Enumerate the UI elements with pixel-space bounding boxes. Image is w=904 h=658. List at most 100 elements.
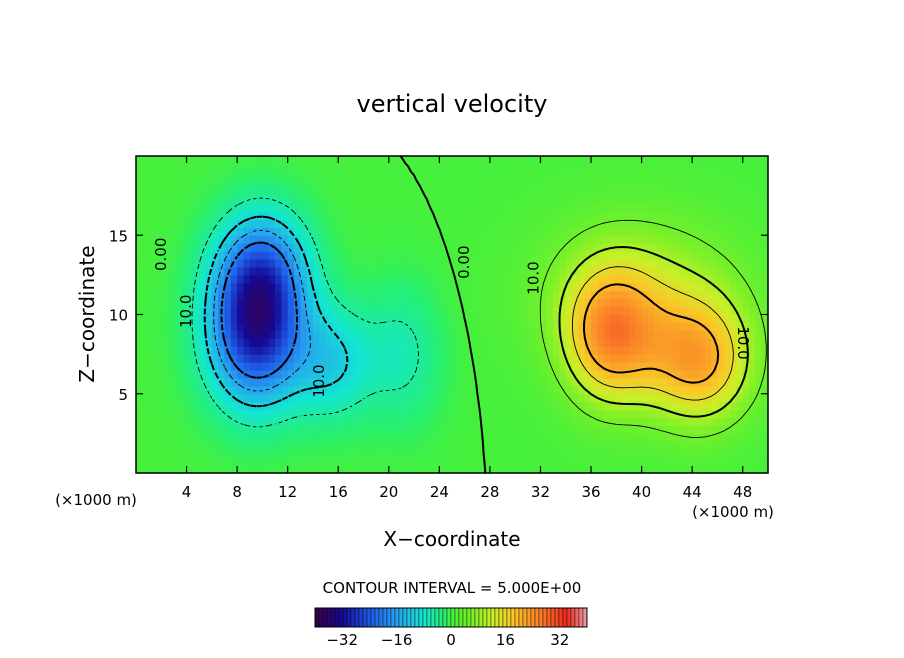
heatmap-cell [230,306,238,316]
heatmap-cell [180,457,188,466]
heatmap-cell [382,465,390,474]
heatmap-cell [369,441,377,450]
heatmap-cell [142,401,150,411]
heatmap-cell [439,266,447,276]
heatmap-cell [521,385,529,395]
heatmap-cell [597,211,605,220]
heatmap-cell [641,457,649,466]
heatmap-cell [755,227,763,236]
heatmap-cell [344,306,352,316]
heatmap-cell [717,298,725,308]
heatmap-cell [622,290,630,300]
heatmap-cell [553,306,561,316]
heatmap-cell [294,156,301,165]
heatmap-cell [294,425,301,434]
colorbar-swatch [478,607,484,628]
contour-line [191,197,419,428]
heatmap-cell [224,369,232,379]
heatmap-cell [515,433,523,442]
heatmap-cell [553,163,561,173]
heatmap-cell [597,298,605,308]
heatmap-cell [464,179,472,189]
heatmap-cell [388,171,396,181]
heatmap-cell [572,195,579,205]
y-tick-label: 5 [118,386,128,404]
heatmap-cell [477,298,485,308]
heatmap-cell [692,298,700,308]
heatmap-cell [597,393,605,403]
heatmap-cell [331,195,339,205]
heatmap-cell [262,266,270,276]
heatmap-cell [736,274,744,284]
heatmap-cell [534,354,542,363]
heatmap-cell [736,354,744,363]
heatmap-cell [477,385,485,395]
heatmap-cell [470,417,478,427]
heatmap-cell [148,314,156,324]
heatmap-cell [414,163,421,173]
heatmap-cell [192,211,200,220]
heatmap-cell [761,235,769,244]
heatmap-cell [470,433,478,442]
heatmap-cell [685,346,693,355]
heatmap-cell [508,338,516,347]
heatmap-cell [565,449,573,458]
heatmap-cell [527,156,535,165]
heatmap-cell [654,259,662,268]
heatmap-cell [180,346,188,355]
heatmap-cell [439,211,447,220]
heatmap-cell [249,290,257,300]
contour-line [583,283,720,384]
heatmap-cell [407,401,415,411]
heatmap-cell [281,362,289,371]
heatmap-cell [666,195,674,205]
heatmap-cell [268,163,276,173]
heatmap-cell [730,441,737,450]
heatmap-cell [300,179,308,189]
heatmap-cell [401,417,409,427]
heatmap-cell [161,306,169,316]
heatmap-cell [603,211,611,220]
heatmap-cell [673,290,681,300]
heatmap-cell [192,417,200,427]
heatmap-cell [749,195,756,205]
heatmap-cell [603,171,611,181]
heatmap-cell [679,259,687,268]
heatmap-cell [376,163,384,173]
heatmap-cell [230,259,238,268]
heatmap-cell [597,259,605,268]
heatmap-cell [730,259,737,268]
heatmap-cell [483,290,491,300]
heatmap-cell [470,163,478,173]
heatmap-cell [401,314,409,324]
heatmap-cell [647,322,655,331]
heatmap-cell [142,425,150,434]
heatmap-cell [692,219,700,228]
heatmap-cell [136,417,143,427]
heatmap-cell [470,385,478,395]
heatmap-cell [736,385,744,395]
heatmap-cell [382,354,390,363]
heatmap-cell [395,449,403,458]
heatmap-cell [527,282,535,292]
heatmap-cell [420,156,428,165]
heatmap-cell [344,203,352,213]
heatmap-cell [224,457,232,466]
heatmap-cell [502,290,510,300]
heatmap-cell [357,409,365,419]
heatmap-cell [610,195,617,205]
heatmap-cell [698,401,706,411]
heatmap-cell [736,259,744,268]
heatmap-cell [306,298,314,308]
heatmap-cell [565,235,573,244]
heatmap-cell [635,441,643,450]
heatmap-cell [275,417,282,427]
heatmap-cell [154,306,162,316]
heatmap-cell [464,251,472,260]
heatmap-cell [717,425,725,434]
heatmap-cell [161,441,169,450]
heatmap-cell [338,282,346,292]
heatmap-cell [199,330,207,339]
heatmap-cell [742,203,750,213]
heatmap-cell [578,377,586,387]
